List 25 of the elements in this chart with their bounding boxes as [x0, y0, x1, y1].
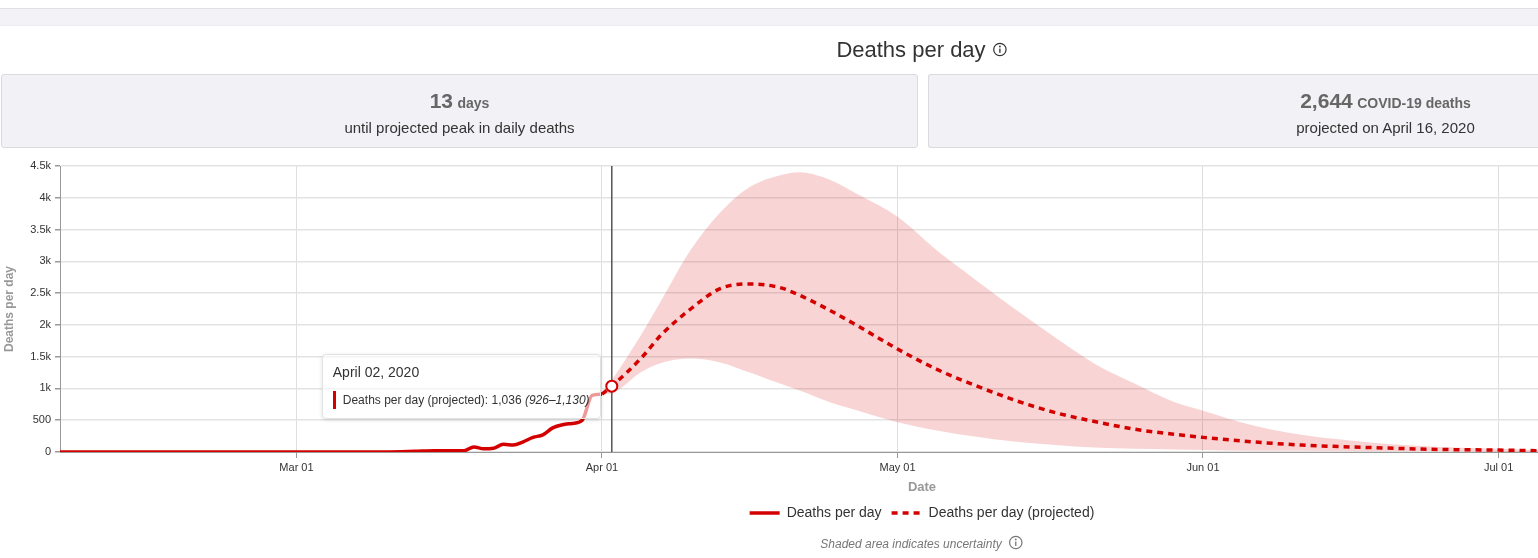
y-tick-label: 1k — [39, 381, 52, 394]
y-tick-label: 500 — [32, 413, 51, 426]
y-tick-label: 3.5k — [30, 222, 52, 235]
stat-card: 13 days until projected peak in daily deaths — [1, 74, 918, 148]
tooltip: April 02, 2020 Deaths per day (projected): 1,036 (926–1,130) — [321, 353, 601, 419]
x-tick-label: Jul 01 — [1483, 460, 1514, 473]
x-axis-title: Date — [907, 478, 937, 494]
chart-title: Deaths per day — [836, 37, 986, 62]
stat-card: 2,644 COVID-19 deaths projected on April 16, 2020 — [928, 74, 1538, 148]
y-tick-label: 2.5k — [30, 286, 52, 299]
annotation: April 02, 2020 Deaths per day (projected): 1,036 (926–1,130) — [332, 362, 590, 409]
y-axis-title: Deaths per day — [1, 265, 16, 353]
y-tick-label: 4k — [39, 190, 52, 203]
legend-label: Deaths per day — [786, 503, 882, 520]
y-tick-label: 3k — [39, 254, 52, 267]
x-tick-label: Jun 01 — [1186, 460, 1220, 473]
x-tick-label: Apr 01 — [585, 460, 619, 473]
legend-label: Deaths per day (projected) — [928, 503, 1095, 520]
y-tick-label: 0 — [44, 445, 51, 458]
y-tick-label: 4.5k — [30, 159, 52, 172]
y-tick-label: 2k — [39, 317, 52, 330]
x-tick-label: Mar 01 — [279, 460, 314, 473]
text: Shaded area indicates uncertainty — [820, 537, 1002, 551]
y-tick-label: 1.5k — [30, 349, 52, 362]
x-tick-label: May 01 — [879, 460, 916, 473]
